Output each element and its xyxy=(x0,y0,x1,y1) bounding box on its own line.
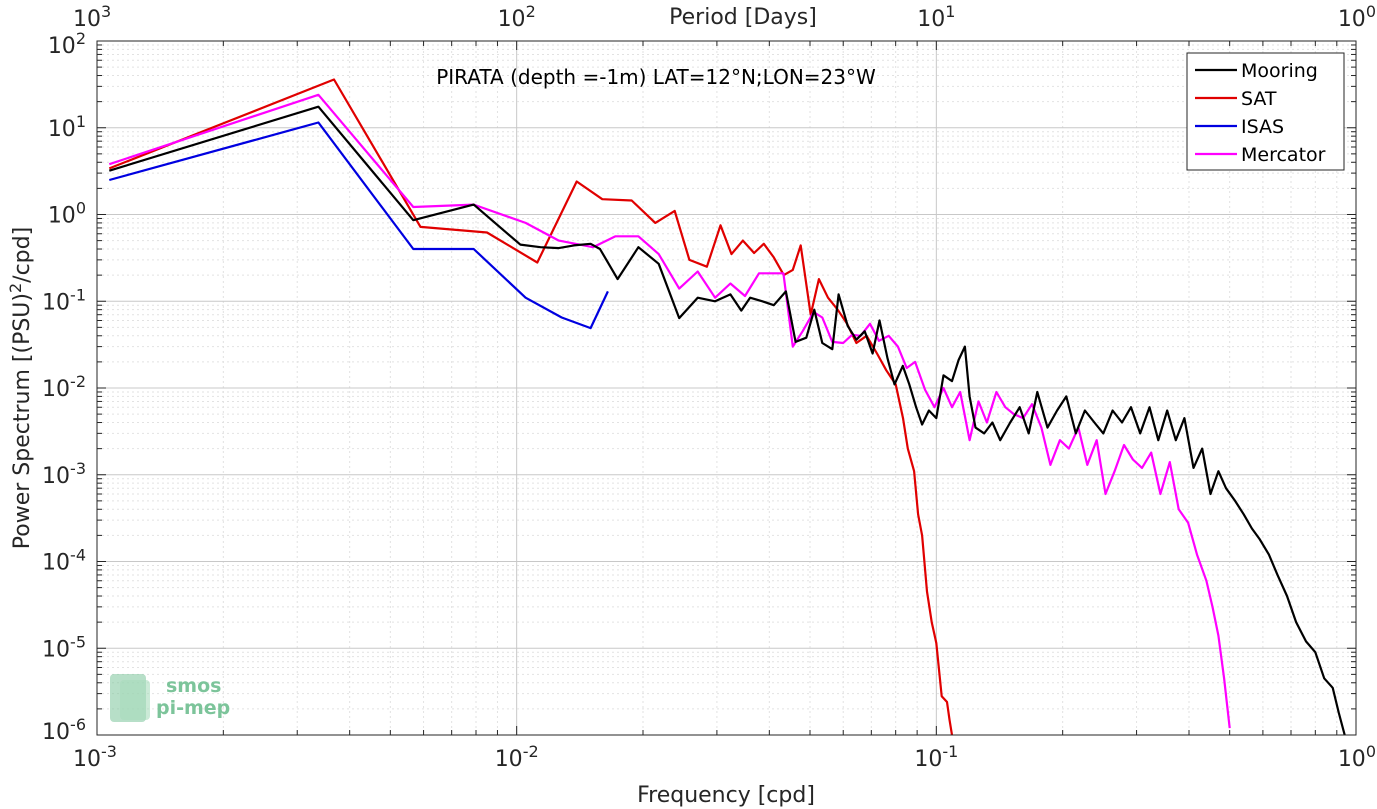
watermark-logo-shape xyxy=(120,680,150,720)
y-axis-title: Power Spectrum [(PSU)2/cpd] xyxy=(6,227,35,549)
legend-label-sat: SAT xyxy=(1241,88,1277,110)
y-tick-label: 10-4 xyxy=(42,546,86,576)
x-tick-label: 10-1 xyxy=(914,742,958,772)
smos-pi-mep-watermark: smos pi-mep xyxy=(110,674,230,722)
y-tick-label: 10-5 xyxy=(42,632,86,662)
ticks xyxy=(96,40,1357,736)
tick-labels: 10-3 103 10-2 102 10-1 101 100 100 10-6 10-5 10-4 1… xyxy=(42,2,1376,772)
top-tick-label: 103 xyxy=(73,2,111,32)
series-line-mooring xyxy=(108,105,1346,735)
x-tick-label: 10-2 xyxy=(495,742,539,772)
top-tick-label: 101 xyxy=(917,2,955,32)
y-tick-label: 101 xyxy=(48,112,86,142)
y-tick-label: 102 xyxy=(48,29,86,59)
y-tick-label: 10-6 xyxy=(42,715,86,745)
series-line-isas xyxy=(109,121,609,330)
chart-title: PIRATA (depth =-1m) LAT=12°N;LON=23°W xyxy=(436,65,876,89)
top-tick-label: 100 xyxy=(1338,2,1376,32)
x-tick-label: 100 xyxy=(1338,742,1376,772)
y-tick-label: 10-2 xyxy=(42,372,86,402)
top-tick-label: 102 xyxy=(498,2,536,32)
series-line-sat xyxy=(108,78,954,735)
x-axis-title: Frequency [cpd] xyxy=(637,783,815,808)
legend-label-isas: ISAS xyxy=(1241,116,1284,138)
watermark-line1: smos xyxy=(166,675,221,697)
y-tick-label: 10-3 xyxy=(42,459,86,489)
legend-box xyxy=(1186,52,1345,171)
series-lines xyxy=(108,78,1346,735)
legend-label-mooring: Mooring xyxy=(1241,60,1318,82)
top-axis-title: Period [Days] xyxy=(669,5,817,30)
legend-label-mercator: Mercator xyxy=(1241,144,1326,166)
y-tick-label: 100 xyxy=(48,199,86,229)
y-tick-label: 10-1 xyxy=(42,285,86,315)
legend: Mooring SAT ISAS Mercator xyxy=(1186,52,1345,171)
x-tick-label: 10-3 xyxy=(73,742,117,772)
watermark-line2: pi-mep xyxy=(156,697,230,719)
